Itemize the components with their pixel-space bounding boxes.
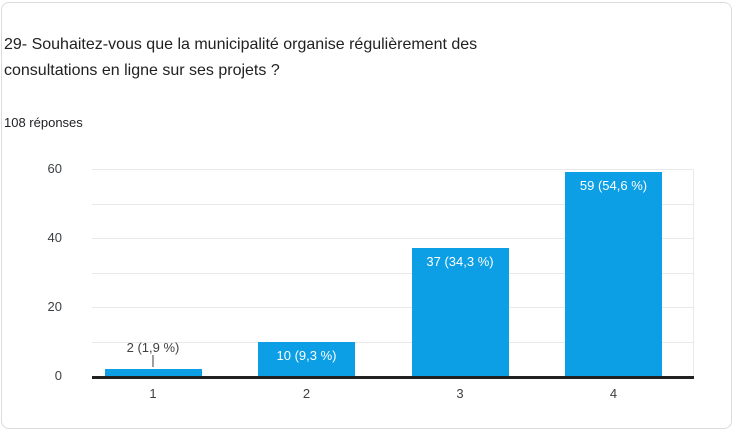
bar-category-2 xyxy=(258,341,355,376)
label-connector-line xyxy=(152,355,154,368)
y-axis-tick-label: 0 xyxy=(54,368,62,383)
y-axis-tick-label: 40 xyxy=(47,230,62,245)
bar-value-label: 10 (9,3 %) xyxy=(276,347,337,363)
bar-category-3 xyxy=(411,248,509,376)
gridline xyxy=(92,169,694,170)
question-title: 29- Souhaitez-vous que la municipalité o… xyxy=(4,36,478,79)
bar-chart: 0 20 40 60 2 (1,9 %) 1 10 (9,3 %) 2 37 (34,3 %) 3… xyxy=(2,3,733,430)
x-axis-category-label: 4 xyxy=(609,386,618,401)
x-axis-category-label: 2 xyxy=(302,386,311,401)
gridline xyxy=(92,341,694,343)
x-axis-baseline xyxy=(92,376,694,379)
plot-right-edge-line xyxy=(693,169,694,376)
bar-category-4 xyxy=(565,172,662,376)
x-axis-category-label: 1 xyxy=(149,386,157,401)
x-axis-category-label: 3 xyxy=(456,386,464,401)
bar-value-label: 2 (1,9 %) xyxy=(126,340,180,356)
y-axis-tick-label: 60 xyxy=(47,161,62,176)
bar-category-1 xyxy=(104,369,202,376)
gridline xyxy=(92,272,694,274)
gridline xyxy=(92,238,694,239)
bar-value-label: 37 (34,3 %) xyxy=(426,254,494,270)
bar-value-label: 59 (54,6 %) xyxy=(579,178,648,194)
y-axis-tick-label: 20 xyxy=(47,299,62,314)
responses-count: 108 réponses xyxy=(4,115,83,130)
question-card: 29- Souhaitez-vous que la municipalité o… xyxy=(1,2,732,429)
gridline xyxy=(92,307,694,308)
gridline xyxy=(92,203,694,205)
